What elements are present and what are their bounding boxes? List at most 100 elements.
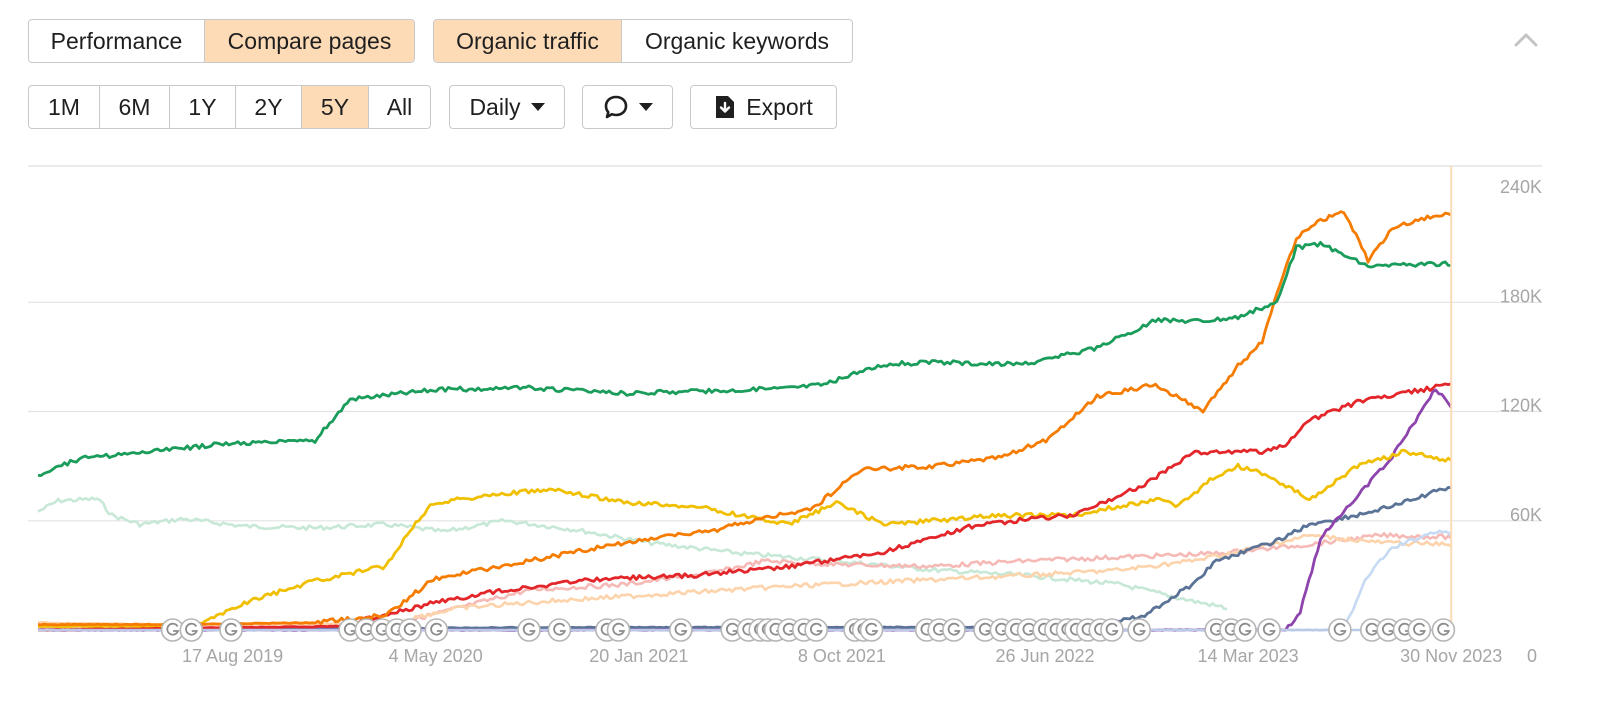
google-icon bbox=[865, 622, 879, 636]
y-tick-label: 120K bbox=[1500, 396, 1542, 416]
google-icon bbox=[1105, 622, 1119, 636]
google-icon bbox=[1413, 622, 1426, 636]
series-line bbox=[38, 448, 1453, 629]
google-icon bbox=[343, 622, 357, 636]
google-update-marker[interactable] bbox=[424, 618, 449, 642]
range-6m-button[interactable]: 6M bbox=[100, 86, 170, 128]
comment-icon bbox=[604, 95, 627, 119]
google-update-marker[interactable] bbox=[1431, 618, 1456, 642]
series-line bbox=[37, 533, 1452, 627]
metric-tabs: Organic traffic Organic keywords bbox=[433, 19, 853, 63]
marker-circle bbox=[1407, 618, 1432, 642]
google-update-marker[interactable] bbox=[179, 618, 204, 642]
google-update-marker[interactable] bbox=[338, 618, 362, 642]
google-update-marker[interactable] bbox=[1100, 618, 1124, 642]
interval-dropdown[interactable]: Daily bbox=[449, 85, 565, 129]
y-tick-label: 180K bbox=[1500, 286, 1542, 306]
google-update-marker[interactable] bbox=[606, 618, 631, 642]
download-file-icon bbox=[716, 96, 735, 118]
google-icon bbox=[978, 622, 992, 636]
google-update-marker[interactable] bbox=[219, 618, 243, 642]
tab-organic-keywords[interactable]: Organic keywords bbox=[644, 27, 830, 54]
chart-gridlines bbox=[28, 165, 1542, 522]
x-tick-label: 30 Nov 2023 bbox=[1400, 646, 1502, 666]
range-all-button[interactable]: All bbox=[386, 93, 413, 120]
x-tick-label: 20 Jan 2021 bbox=[589, 646, 688, 666]
google-icon bbox=[430, 622, 444, 636]
marker-circle bbox=[1233, 618, 1257, 642]
google-update-marker[interactable] bbox=[398, 618, 422, 642]
marker-circle bbox=[398, 618, 422, 642]
google-icon bbox=[1238, 622, 1252, 636]
chart-series-lines bbox=[37, 210, 1453, 632]
google-update-marker[interactable] bbox=[1233, 618, 1257, 642]
google-update-marker[interactable] bbox=[1407, 618, 1432, 642]
google-update-marker[interactable] bbox=[1360, 618, 1384, 642]
google-update-marker[interactable] bbox=[859, 618, 884, 642]
marker-circle bbox=[942, 618, 966, 642]
x-tick-label: 4 May 2020 bbox=[389, 646, 483, 666]
series-line bbox=[38, 382, 1452, 632]
collapse-chevron-up-icon[interactable] bbox=[1512, 30, 1540, 50]
x-tick-label: 8 Oct 2021 bbox=[798, 646, 886, 666]
series-line bbox=[37, 388, 1453, 632]
chevron-down-icon bbox=[638, 103, 653, 111]
google-icon bbox=[403, 622, 417, 636]
google-update-marker[interactable] bbox=[942, 618, 966, 642]
marker-circle bbox=[1431, 618, 1456, 642]
x-tick-label: 26 Jun 2022 bbox=[995, 646, 1094, 666]
view-tabs: Performance Compare pages bbox=[28, 19, 415, 63]
marker-circle bbox=[219, 618, 243, 642]
marker-circle bbox=[1100, 618, 1124, 642]
range-5y-button[interactable]: 5Y bbox=[302, 86, 369, 128]
google-icon bbox=[224, 622, 238, 636]
google-update-marker[interactable] bbox=[1328, 618, 1352, 642]
y-axis-ticks: 0 60K 120K 180K 240K bbox=[1500, 177, 1542, 666]
google-icon bbox=[1437, 622, 1451, 636]
google-icon bbox=[810, 622, 823, 636]
google-update-marker[interactable] bbox=[1127, 618, 1151, 642]
google-update-marker[interactable] bbox=[517, 618, 541, 642]
y-tick-label: 240K bbox=[1500, 177, 1542, 197]
google-update-marker[interactable] bbox=[547, 618, 572, 642]
marker-circle bbox=[1127, 618, 1151, 642]
google-icon bbox=[1365, 622, 1379, 636]
x-tick-label: 17 Aug 2019 bbox=[182, 646, 283, 666]
google-icon bbox=[674, 622, 688, 636]
google-icon bbox=[612, 622, 626, 636]
range-2y-button[interactable]: 2Y bbox=[236, 86, 302, 128]
google-icon bbox=[185, 622, 198, 636]
google-update-marker[interactable] bbox=[1257, 618, 1281, 642]
google-icon bbox=[522, 622, 536, 636]
tab-organic-traffic[interactable]: Organic traffic bbox=[434, 20, 622, 62]
google-icon bbox=[553, 622, 567, 636]
tab-performance[interactable]: Performance bbox=[29, 20, 205, 62]
marker-circle bbox=[547, 618, 572, 642]
marker-circle bbox=[859, 618, 884, 642]
series-line bbox=[37, 486, 1452, 632]
export-button[interactable]: Export bbox=[690, 85, 837, 129]
marker-circle bbox=[606, 618, 631, 642]
range-1m-button[interactable]: 1M bbox=[29, 86, 100, 128]
google-icon bbox=[1382, 622, 1395, 636]
google-icon bbox=[166, 622, 180, 636]
x-axis-ticks: 17 Aug 2019 4 May 2020 20 Jan 2021 8 Oct 20… bbox=[182, 646, 1502, 666]
google-update-marker[interactable] bbox=[668, 618, 693, 642]
annotations-dropdown[interactable] bbox=[582, 85, 673, 129]
google-icon bbox=[947, 622, 961, 636]
marker-circle bbox=[517, 618, 541, 642]
chart-cursor bbox=[38, 166, 1453, 632]
series-line bbox=[37, 241, 1452, 477]
series-line bbox=[37, 496, 1228, 611]
marker-circle bbox=[804, 618, 829, 642]
organic-traffic-chart: 0 60K 120K 180K 240K 17 Aug 2019 4 May 2020 20… bbox=[28, 165, 1542, 666]
google-update-markers bbox=[160, 618, 1456, 642]
interval-label: Daily bbox=[469, 93, 521, 120]
range-1y-button[interactable]: 1Y bbox=[170, 86, 236, 128]
google-icon bbox=[1262, 622, 1276, 636]
google-update-marker[interactable] bbox=[804, 618, 829, 642]
marker-circle bbox=[668, 618, 693, 642]
range-selector: 1M 6M 1Y 2Y 5Y All bbox=[28, 85, 431, 129]
tab-compare-pages[interactable]: Compare pages bbox=[205, 20, 414, 62]
series-line bbox=[37, 210, 1452, 627]
